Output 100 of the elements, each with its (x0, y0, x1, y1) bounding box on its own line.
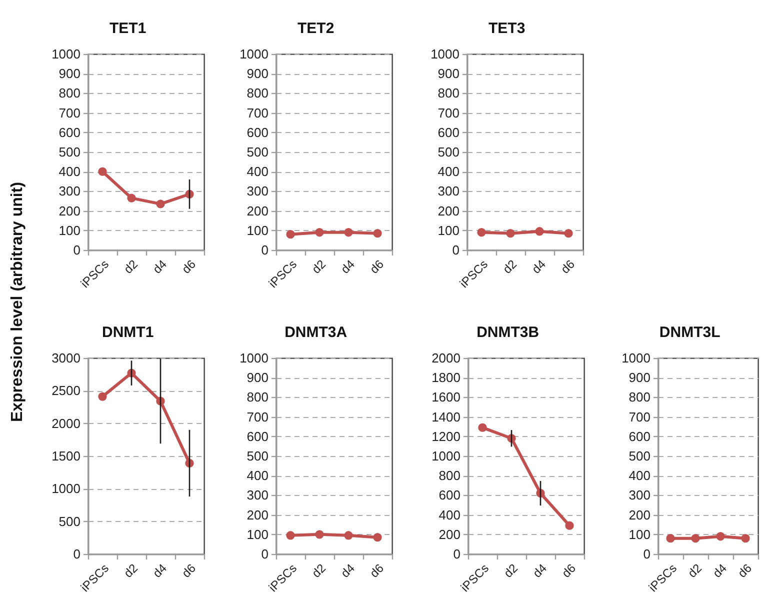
y-tick-label: 1200 (432, 428, 460, 444)
y-tick-label: 2000 (52, 416, 80, 431)
y-tick-label: 1500 (52, 448, 80, 464)
y-tick-label: 0 (453, 546, 460, 562)
x-tick-label: d6 (179, 560, 199, 580)
y-tick-label: 700 (438, 105, 460, 120)
y-tick-label: 300 (58, 184, 80, 199)
y-tick-label: 100 (246, 222, 268, 238)
point (565, 521, 574, 530)
x-tick-label: d6 (367, 256, 387, 276)
y-tick-label: 100 (246, 526, 268, 542)
y-tick-label: 500 (58, 144, 80, 160)
y-tick-label: 3000 (52, 350, 80, 366)
y-tick-label: 800 (58, 86, 80, 101)
y-tick-label: 700 (628, 409, 650, 424)
point (127, 194, 136, 202)
y-tick-label: 800 (246, 390, 268, 405)
y-tick-label: 200 (438, 203, 460, 218)
y-tick-label: 800 (438, 86, 460, 101)
y-tick-label: 300 (438, 184, 460, 199)
x-tick-label: d2 (501, 560, 521, 580)
x-tick-label: d2 (309, 560, 329, 580)
y-tick-label: 600 (438, 124, 460, 140)
y-tick-label: 900 (628, 370, 650, 386)
y-tick-label: 1000 (622, 350, 650, 366)
y-tick-label: 700 (246, 409, 268, 424)
y-tick-label: 300 (246, 184, 268, 199)
y-tick-label: 900 (438, 66, 460, 82)
x-tick-label: d6 (179, 256, 199, 276)
point (98, 392, 107, 401)
y-tick-label: 1600 (432, 390, 460, 405)
x-tick-label: d2 (121, 256, 141, 276)
chart-title: DNMT1 (102, 324, 154, 341)
y-axis-title: Expression level (arbitrary unit) (9, 182, 27, 422)
y-tick-label: 0 (643, 546, 650, 562)
x-tick-label: d4 (150, 256, 170, 276)
y-tick-label: 1000 (240, 350, 268, 366)
y-tick-label: 300 (246, 488, 268, 503)
x-tick-label: d2 (309, 256, 329, 276)
x-tick-label: d2 (121, 560, 141, 580)
y-tick-label: 1000 (52, 46, 80, 62)
x-tick-label: d4 (530, 560, 550, 580)
y-tick-label: 600 (58, 124, 80, 140)
y-tick-label: 200 (58, 203, 80, 218)
chart-title: DNMT3B (476, 324, 540, 341)
y-tick-label: 400 (58, 164, 80, 180)
y-tick-label: 200 (246, 507, 268, 522)
y-tick-label: 400 (628, 468, 650, 484)
x-tick-label: d6 (735, 560, 755, 580)
chart-title: TET1 (109, 20, 146, 37)
y-tick-label: 800 (628, 390, 650, 405)
x-tick-label: d4 (338, 256, 358, 276)
y-tick-label: 600 (438, 488, 460, 503)
y-tick-label: 2500 (52, 383, 80, 398)
chart-title: DNMT3L (659, 324, 720, 341)
y-tick-label: 200 (246, 203, 268, 218)
y-tick-label: 1000 (430, 46, 460, 62)
chart-title: DNMT3A (284, 324, 348, 341)
point (156, 200, 165, 208)
point (478, 423, 487, 432)
y-tick-label: 600 (246, 124, 268, 140)
chart-title: TET2 (297, 20, 334, 37)
y-tick-label: 1800 (432, 370, 460, 386)
y-tick-label: 100 (628, 526, 650, 542)
y-tick-label: 500 (246, 448, 268, 464)
x-tick-label: d4 (529, 256, 549, 276)
y-tick-label: 900 (58, 66, 80, 82)
x-tick-label: d6 (558, 256, 578, 276)
y-tick-label: 0 (73, 242, 80, 258)
point (98, 167, 107, 176)
y-tick-label: 1000 (52, 481, 80, 496)
chart-title: TET3 (488, 20, 526, 37)
y-tick-label: 0 (452, 242, 460, 258)
y-tick-label: 400 (438, 164, 460, 180)
x-tick-label: d4 (150, 560, 170, 580)
y-tick-label: 100 (58, 222, 80, 238)
x-tick-label: d4 (710, 560, 730, 580)
y-tick-label: 2000 (432, 350, 460, 366)
y-tick-label: 700 (246, 105, 268, 120)
y-tick-label: 400 (438, 507, 460, 522)
y-tick-label: 600 (246, 428, 268, 444)
x-tick-label: d6 (559, 560, 579, 580)
x-tick-label: d2 (685, 560, 705, 580)
y-tick-label: 400 (246, 164, 268, 180)
y-tick-label: 300 (628, 488, 650, 503)
y-tick-label: 400 (246, 468, 268, 484)
y-tick-label: 500 (246, 144, 268, 160)
y-tick-label: 700 (58, 105, 80, 120)
y-tick-label: 0 (261, 242, 268, 258)
y-tick-label: 200 (628, 507, 650, 522)
y-tick-label: 500 (628, 448, 650, 464)
x-tick-label: d4 (338, 560, 358, 580)
y-tick-label: 1400 (432, 409, 460, 424)
x-tick-label: d6 (367, 560, 387, 580)
y-tick-label: 0 (73, 546, 80, 562)
y-tick-label: 100 (438, 222, 460, 238)
x-tick-label: d2 (500, 256, 520, 276)
y-tick-label: 500 (58, 514, 80, 529)
y-tick-label: 0 (261, 546, 268, 562)
y-tick-label: 800 (438, 468, 460, 484)
